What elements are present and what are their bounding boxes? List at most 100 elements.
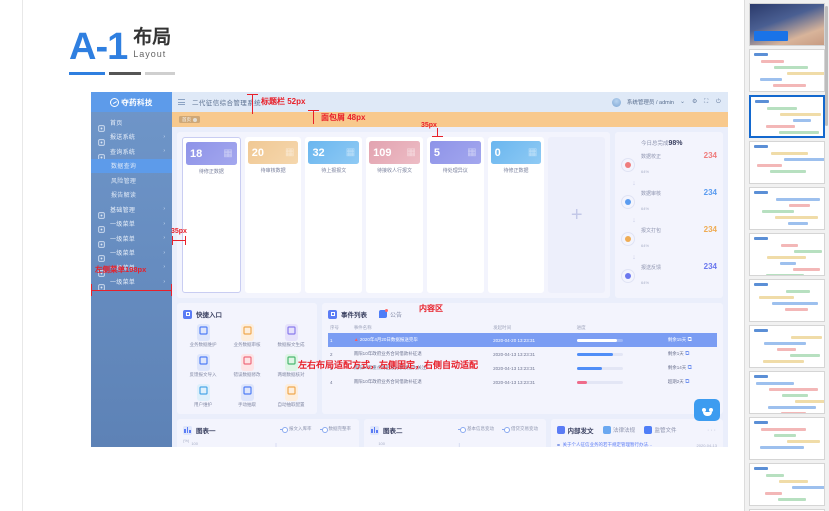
timeline-step-1[interactable]: 数据审核 234 64%: [621, 188, 717, 215]
chatbot-button[interactable]: [694, 399, 720, 421]
home-icon: [98, 119, 105, 132]
row-action-icon[interactable]: ⧉: [687, 364, 692, 371]
thumb-block: [771, 152, 808, 155]
timeline-step-2[interactable]: 报文打包 234 64%: [621, 225, 717, 252]
row-action-icon[interactable]: ⧉: [687, 336, 692, 343]
notice-tab[interactable]: 公告: [379, 309, 402, 319]
chart-card-1: 图表一 报文入库率 数据完整率 (%) 100806040200: [177, 419, 359, 447]
quick-entry-icon: [196, 324, 210, 341]
quick-entry-item-1[interactable]: 业务数据审核: [227, 324, 267, 348]
tab-regulatory[interactable]: 监管文件: [644, 426, 677, 434]
quick-entry-item-0[interactable]: 业务数据维护: [183, 324, 223, 348]
slide-thumbnail-11[interactable]: [749, 509, 825, 511]
slide-thumbnail-rail[interactable]: [744, 0, 829, 511]
title-underline: [69, 72, 175, 75]
sidebar-item-4[interactable]: 风险管理: [91, 173, 172, 188]
add-card-button[interactable]: +: [548, 137, 606, 293]
annotation-layout-rule: 左右布局适配方式，左侧固定，右侧自动适配: [298, 360, 479, 370]
stat-card-value-box: 18 ▦: [186, 142, 237, 165]
tab-internal-docs-label: 内部发文: [567, 428, 594, 435]
stat-card-2[interactable]: 32 ▦ 待上报报文: [305, 137, 363, 293]
thumb-block: [779, 480, 808, 483]
quick-entry-item-5[interactable]: 两端数据核对: [271, 354, 311, 378]
tab-laws[interactable]: 法律法规: [602, 426, 635, 434]
slide-thumbnail-7[interactable]: [749, 325, 825, 368]
timeline-step-0[interactable]: 数据校正 234 64%: [621, 151, 717, 178]
quick-entry-icon: [240, 354, 254, 371]
quick-entry-item-6[interactable]: 用户维护: [183, 384, 223, 408]
sidebar-item-5[interactable]: 报告解读: [91, 188, 172, 203]
table-row[interactable]: 2 南阳10年政府业务合同借款补征退 2020-04-13 13:23:31 剩余1天…: [328, 347, 717, 361]
slide-thumbnail-10[interactable]: [749, 463, 825, 506]
tab-internal-docs[interactable]: 内部发文: [557, 425, 594, 435]
stat-card-0[interactable]: 18 ▦ 待修正数据: [182, 137, 241, 293]
slide-thumbnail-0[interactable]: [749, 3, 825, 46]
quick-entry-item-4[interactable]: 错误数据修改: [227, 354, 267, 378]
document-list-item[interactable]: 关于个人征信业务的若干规定管理暂行办法… 2020-04-13: [557, 439, 717, 447]
slide-thumbnail-3[interactable]: [749, 141, 825, 184]
user-name[interactable]: 系统管理员 / admin: [626, 100, 674, 106]
close-icon[interactable]: [193, 117, 197, 122]
slide-thumbnail-1[interactable]: [749, 49, 825, 92]
quick-entry-item-7[interactable]: 手动抽取: [227, 384, 267, 408]
thumb-title-bar: [754, 375, 768, 378]
stat-card-label: 待审核数据: [260, 168, 286, 174]
stat-card-5[interactable]: 0 ▦ 待修正数据: [487, 137, 545, 293]
quick-entry-item-8[interactable]: 自动抽取配置: [271, 384, 311, 408]
slide-thumbnail-6[interactable]: [749, 279, 825, 322]
sidebar-item-9[interactable]: 一级菜单 ›: [91, 246, 172, 262]
chart-card-2: 图表二 基本信息变动 借贷交易变动 100806040200: [364, 419, 546, 447]
chart-1-title: 图表一: [196, 428, 216, 435]
table-row[interactable]: 4 南阳10年政府业务合同借款补征退 2020-04-13 13:23:31 超期2天…: [328, 375, 717, 389]
sidebar-item-11[interactable]: 一级菜单 ›: [91, 275, 172, 291]
stat-card-3[interactable]: 109 ▦ 待接收人行报文: [366, 137, 423, 293]
fullscreen-icon[interactable]: ⛶: [704, 99, 709, 105]
thumb-block: [760, 446, 804, 449]
sidebar-item-0[interactable]: 首页: [91, 115, 172, 132]
chart-2-svg: [458, 443, 460, 447]
slide-thumbnail-5[interactable]: [749, 233, 825, 276]
menu-icon: [98, 249, 105, 262]
gear-icon[interactable]: ⚙: [692, 99, 698, 105]
breadcrumb-chip[interactable]: 首页: [179, 116, 200, 123]
row-action-icon[interactable]: ⧉: [685, 350, 690, 357]
documents-tabs: 内部发文 法律法规 监管文件 ···: [557, 425, 717, 435]
chevron-down-icon[interactable]: ⌄: [680, 99, 686, 105]
slide-thumbnail-8[interactable]: [749, 371, 825, 414]
logout-icon[interactable]: ⏻: [716, 99, 721, 105]
timeline-step-3[interactable]: 报送反馈 234 64%: [621, 262, 717, 289]
quick-entry-item-3[interactable]: 反馈报文导入: [183, 354, 223, 378]
sidebar-item-1[interactable]: 报送系统 ›: [91, 130, 172, 146]
quick-entry-icon: [284, 324, 298, 341]
table-row[interactable]: 3 南阳20年重点防区报分表状态为关注 2020-04-13 13:23:31 剩余1…: [328, 361, 717, 375]
more-icon[interactable]: ···: [707, 426, 717, 434]
sidebar-item-label: 一级菜单: [110, 265, 136, 272]
chevron-right-icon: ›: [163, 278, 165, 285]
timeline-step-value: 234: [703, 225, 717, 234]
sidebar-item-10[interactable]: 一级菜单 ›: [91, 260, 172, 277]
timeline-step-value: 234: [703, 262, 717, 271]
slide-thumbnail-4[interactable]: [749, 187, 825, 230]
slide-thumbnail-2[interactable]: [749, 95, 825, 138]
sidebar-item-6[interactable]: 基础管理 ›: [91, 202, 172, 219]
sidebar-item-7[interactable]: 一级菜单 ›: [91, 217, 172, 233]
mock-app-window: 夺药科技 首页 报送系统 › 查询系统 › 数据查询 风险管理 报告解读 基础管理 › 一级菜单 › 一…: [91, 92, 728, 447]
rail-scrollbar[interactable]: [825, 6, 828, 126]
stat-card-1[interactable]: 20 ▦ 待审核数据: [244, 137, 302, 293]
table-col-header: 序号: [330, 325, 339, 330]
sidebar-item-3[interactable]: 数据查询: [91, 158, 172, 173]
chart-2-plot: 100806040200 52: [370, 441, 540, 447]
stat-card-4[interactable]: 5 ▦ 待处理异议: [426, 137, 484, 293]
thumb-badge: [754, 31, 788, 41]
thumb-block: [768, 406, 816, 409]
quick-entry-item-2[interactable]: 数据报文生成: [271, 324, 311, 348]
sidebar-item-label: 一级菜单: [110, 280, 136, 287]
sidebar-item-8[interactable]: 一级菜单 ›: [91, 231, 172, 248]
slide-thumbnail-9[interactable]: [749, 417, 825, 460]
sidebar-item-2[interactable]: 查询系统 ›: [91, 144, 172, 161]
table-row[interactable]: 1 ▲ 2020年4月20日数据报送完毕 2020-04-20 13:23:31 剩余…: [328, 333, 717, 347]
event-list-panel: 事件列表 公告 序号 事件名称 发起时间 进度 1 ▲ 2020年4月20日数据报送完毕…: [322, 303, 723, 414]
thumb-block: [774, 66, 808, 69]
row-action-icon[interactable]: ⧉: [685, 378, 690, 385]
hamburger-icon[interactable]: [178, 99, 185, 105]
